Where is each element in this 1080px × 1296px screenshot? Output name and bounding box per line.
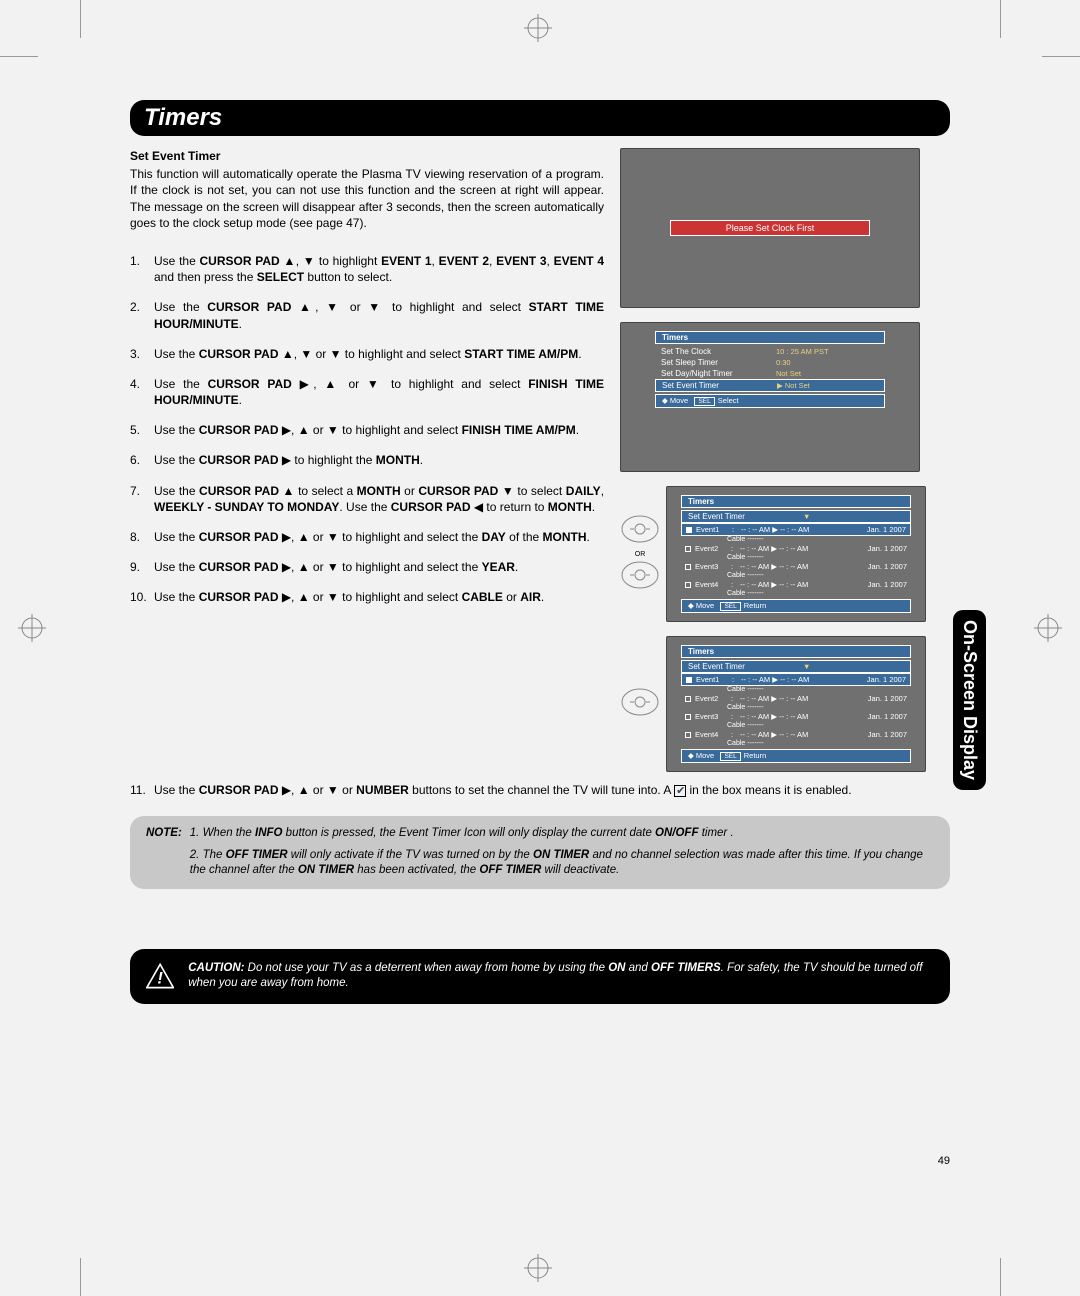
step-item: 10.Use the CURSOR PAD ▶, ▲ or ▼ to highl… [130, 589, 604, 605]
left-column: Set Event Timer This function will autom… [130, 148, 604, 772]
event-sub: Cable ------- [681, 590, 911, 597]
step-item: 7.Use the CURSOR PAD ▲ to select a MONTH… [130, 483, 604, 515]
enabled-checkbox-icon [674, 785, 686, 797]
menu3-title: Timers [681, 495, 911, 508]
step-item: 2.Use the CURSOR PAD ▲, ▼ or ▼ to highli… [130, 299, 604, 331]
note-box: NOTE: 1. When the INFO button is pressed… [130, 816, 950, 889]
caution-icon: ! [146, 961, 174, 991]
event-row: Event4:-- : -- AM ▶ -- : -- AMJan. 1 200… [681, 579, 911, 590]
osd-timers-menu: Timers Set The Clock10 : 25 AM PSTSet Sl… [620, 322, 920, 472]
step-item: 4.Use the CURSOR PAD ▶, ▲ or ▼ to highli… [130, 376, 604, 408]
step-item: 5.Use the CURSOR PAD ▶, ▲ or ▼ to highli… [130, 422, 604, 438]
menu-row: Set Day/Night TimerNot Set [655, 368, 885, 379]
event-sub: Cable ------- [681, 572, 911, 579]
steps-list: 1.Use the CURSOR PAD ▲, ▼ to highlight E… [130, 253, 604, 606]
event-row: Event2:-- : -- AM ▶ -- : -- AMJan. 1 200… [681, 543, 911, 554]
side-tab: On-Screen Display [953, 610, 986, 790]
remote-icon [620, 687, 660, 722]
osd-event-timer-1: OR Timers Set Event Timer▼ Event1:-- : -… [620, 486, 950, 622]
event-row: Event2:-- : -- AM ▶ -- : -- AMJan. 1 200… [681, 693, 911, 704]
menu-row: Set Event Timer▶ Not Set [655, 379, 885, 392]
event-row: Event1:-- : -- AM ▶ -- : -- AMJan. 1 200… [681, 673, 911, 686]
section-head: Set Event Timer [130, 148, 604, 164]
right-column: Please Set Clock First Timers Set The Cl… [620, 148, 950, 772]
event-row: Event3:-- : -- AM ▶ -- : -- AMJan. 1 200… [681, 711, 911, 722]
menu3-footer: ◆ Move SELReturn [681, 599, 911, 613]
clock-first-msg: Please Set Clock First [670, 220, 870, 236]
event-row: Event4:-- : -- AM ▶ -- : -- AMJan. 1 200… [681, 729, 911, 740]
note-label: NOTE: [146, 826, 182, 879]
page-title: Timers [130, 100, 950, 136]
step-item: 3.Use the CURSOR PAD ▲, ▼ or ▼ to highli… [130, 346, 604, 362]
event-sub: Cable ------- [681, 704, 911, 711]
event-row: Event3:-- : -- AM ▶ -- : -- AMJan. 1 200… [681, 561, 911, 572]
remote-icon [620, 560, 660, 595]
or-label: OR [620, 551, 660, 558]
page-number: 49 [938, 1155, 950, 1167]
step-item: 9.Use the CURSOR PAD ▶, ▲ or ▼ to highli… [130, 559, 604, 575]
menu4-footer: ◆ Move SELReturn [681, 749, 911, 763]
event-sub: Cable ------- [681, 536, 911, 543]
menu4-title: Timers [681, 645, 911, 658]
caution-box: ! CAUTION: Do not use your TV as a deter… [130, 949, 950, 1004]
menu2-title: Timers [655, 331, 885, 344]
step-11: 11. Use the CURSOR PAD ▶, ▲ or ▼ or NUMB… [130, 782, 950, 798]
menu3-sub: Set Event Timer [688, 512, 803, 521]
event-row: Event1:-- : -- AM ▶ -- : -- AMJan. 1 200… [681, 523, 911, 536]
osd-event-timer-2: Timers Set Event Timer▼ Event1:-- : -- A… [620, 636, 950, 772]
step-item: 6.Use the CURSOR PAD ▶ to highlight the … [130, 452, 604, 468]
intro-text: This function will automatically operate… [130, 166, 604, 231]
page: Timers Set Event Timer This function wil… [130, 100, 950, 1004]
menu4-sub: Set Event Timer [688, 662, 803, 671]
event-sub: Cable ------- [681, 686, 911, 693]
menu-row: Set The Clock10 : 25 AM PST [655, 346, 885, 357]
step-item: 1.Use the CURSOR PAD ▲, ▼ to highlight E… [130, 253, 604, 285]
step-item: 8.Use the CURSOR PAD ▶, ▲ or ▼ to highli… [130, 529, 604, 545]
event-sub: Cable ------- [681, 740, 911, 747]
menu-row: Set Sleep Timer0:30 [655, 357, 885, 368]
menu2-footer: ◆ Move SELSelect [655, 394, 885, 408]
event-sub: Cable ------- [681, 554, 911, 561]
event-sub: Cable ------- [681, 722, 911, 729]
svg-text:!: ! [157, 969, 163, 988]
caution-label: CAUTION: [188, 962, 244, 974]
osd-clock-first: Please Set Clock First [620, 148, 920, 308]
remote-icon [620, 514, 660, 549]
